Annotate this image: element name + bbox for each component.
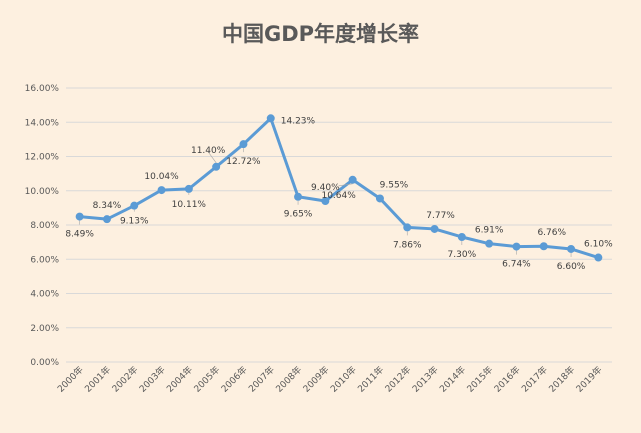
data-point bbox=[212, 162, 221, 171]
data-point bbox=[512, 242, 521, 251]
y-tick-label: 8.00% bbox=[30, 221, 59, 231]
data-label: 12.72% bbox=[226, 157, 261, 167]
y-tick-label: 6.00% bbox=[30, 255, 59, 265]
data-label: 7.86% bbox=[393, 240, 422, 250]
data-label: 11.40% bbox=[191, 146, 226, 156]
data-label: 10.11% bbox=[172, 200, 207, 210]
data-point bbox=[321, 197, 330, 206]
data-point bbox=[457, 232, 466, 241]
data-point bbox=[130, 201, 139, 210]
x-tick-label: 2011年 bbox=[355, 364, 386, 395]
data-point bbox=[594, 253, 603, 262]
data-label: 7.77% bbox=[426, 211, 455, 221]
y-tick-label: 2.00% bbox=[30, 324, 59, 334]
data-point bbox=[75, 212, 84, 221]
x-tick-label: 2009年 bbox=[300, 364, 331, 395]
data-point bbox=[567, 244, 576, 253]
data-point bbox=[403, 223, 412, 232]
data-label: 6.10% bbox=[584, 240, 613, 250]
leader-line bbox=[207, 151, 217, 163]
data-point bbox=[539, 242, 548, 251]
y-tick-label: 4.00% bbox=[30, 290, 59, 300]
x-tick-label: 2016年 bbox=[492, 364, 523, 395]
data-point bbox=[485, 239, 494, 248]
y-tick-label: 12.00% bbox=[25, 153, 60, 163]
y-tick-label: 10.00% bbox=[25, 187, 60, 197]
x-tick-label: 2017年 bbox=[519, 364, 550, 395]
data-point bbox=[375, 194, 384, 203]
data-label: 14.23% bbox=[281, 116, 316, 126]
x-tick-label: 2008年 bbox=[273, 364, 304, 395]
x-tick-label: 2001年 bbox=[82, 364, 113, 395]
data-label: 10.04% bbox=[144, 172, 179, 182]
data-label: 6.74% bbox=[502, 260, 531, 270]
x-tick-label: 2018年 bbox=[546, 364, 577, 395]
x-tick-label: 2000年 bbox=[55, 364, 86, 395]
data-point bbox=[239, 140, 248, 149]
x-tick-label: 2007年 bbox=[246, 364, 277, 395]
x-tick-label: 2003年 bbox=[137, 364, 168, 395]
x-tick-label: 2019年 bbox=[573, 364, 604, 395]
data-label: 9.40% bbox=[311, 183, 340, 193]
x-tick-label: 2015年 bbox=[464, 364, 495, 395]
data-label: 8.34% bbox=[93, 201, 122, 211]
y-tick-label: 0.00% bbox=[30, 358, 59, 368]
data-label: 9.13% bbox=[120, 217, 149, 227]
x-tick-label: 2006年 bbox=[219, 364, 250, 395]
x-tick-label: 2005年 bbox=[191, 364, 222, 395]
data-point bbox=[430, 224, 439, 233]
x-tick-label: 2010年 bbox=[328, 364, 359, 395]
data-point bbox=[102, 215, 111, 224]
data-label: 10.64% bbox=[321, 191, 356, 201]
data-label: 9.55% bbox=[380, 180, 409, 190]
data-label: 6.76% bbox=[537, 228, 566, 238]
y-tick-label: 16.00% bbox=[25, 84, 60, 94]
data-label: 6.60% bbox=[557, 262, 586, 272]
x-tick-label: 2014年 bbox=[437, 364, 468, 395]
data-point bbox=[157, 186, 166, 195]
leader-line bbox=[338, 183, 353, 187]
data-label: 6.91% bbox=[475, 226, 504, 236]
data-point bbox=[348, 175, 357, 184]
x-tick-label: 2013年 bbox=[410, 364, 441, 395]
series-line bbox=[79, 116, 599, 259]
data-label: 9.65% bbox=[284, 210, 313, 220]
data-label: 8.49% bbox=[65, 230, 94, 240]
data-point bbox=[266, 114, 275, 123]
data-point bbox=[294, 192, 303, 201]
x-tick-label: 2002年 bbox=[109, 364, 140, 395]
data-point bbox=[184, 184, 193, 193]
x-tick-label: 2004年 bbox=[164, 364, 195, 395]
data-label: 7.30% bbox=[448, 250, 477, 260]
y-tick-label: 14.00% bbox=[25, 118, 60, 128]
x-tick-label: 2012年 bbox=[382, 364, 413, 395]
chart-title: 中国GDP年度增长率 bbox=[221, 22, 420, 46]
